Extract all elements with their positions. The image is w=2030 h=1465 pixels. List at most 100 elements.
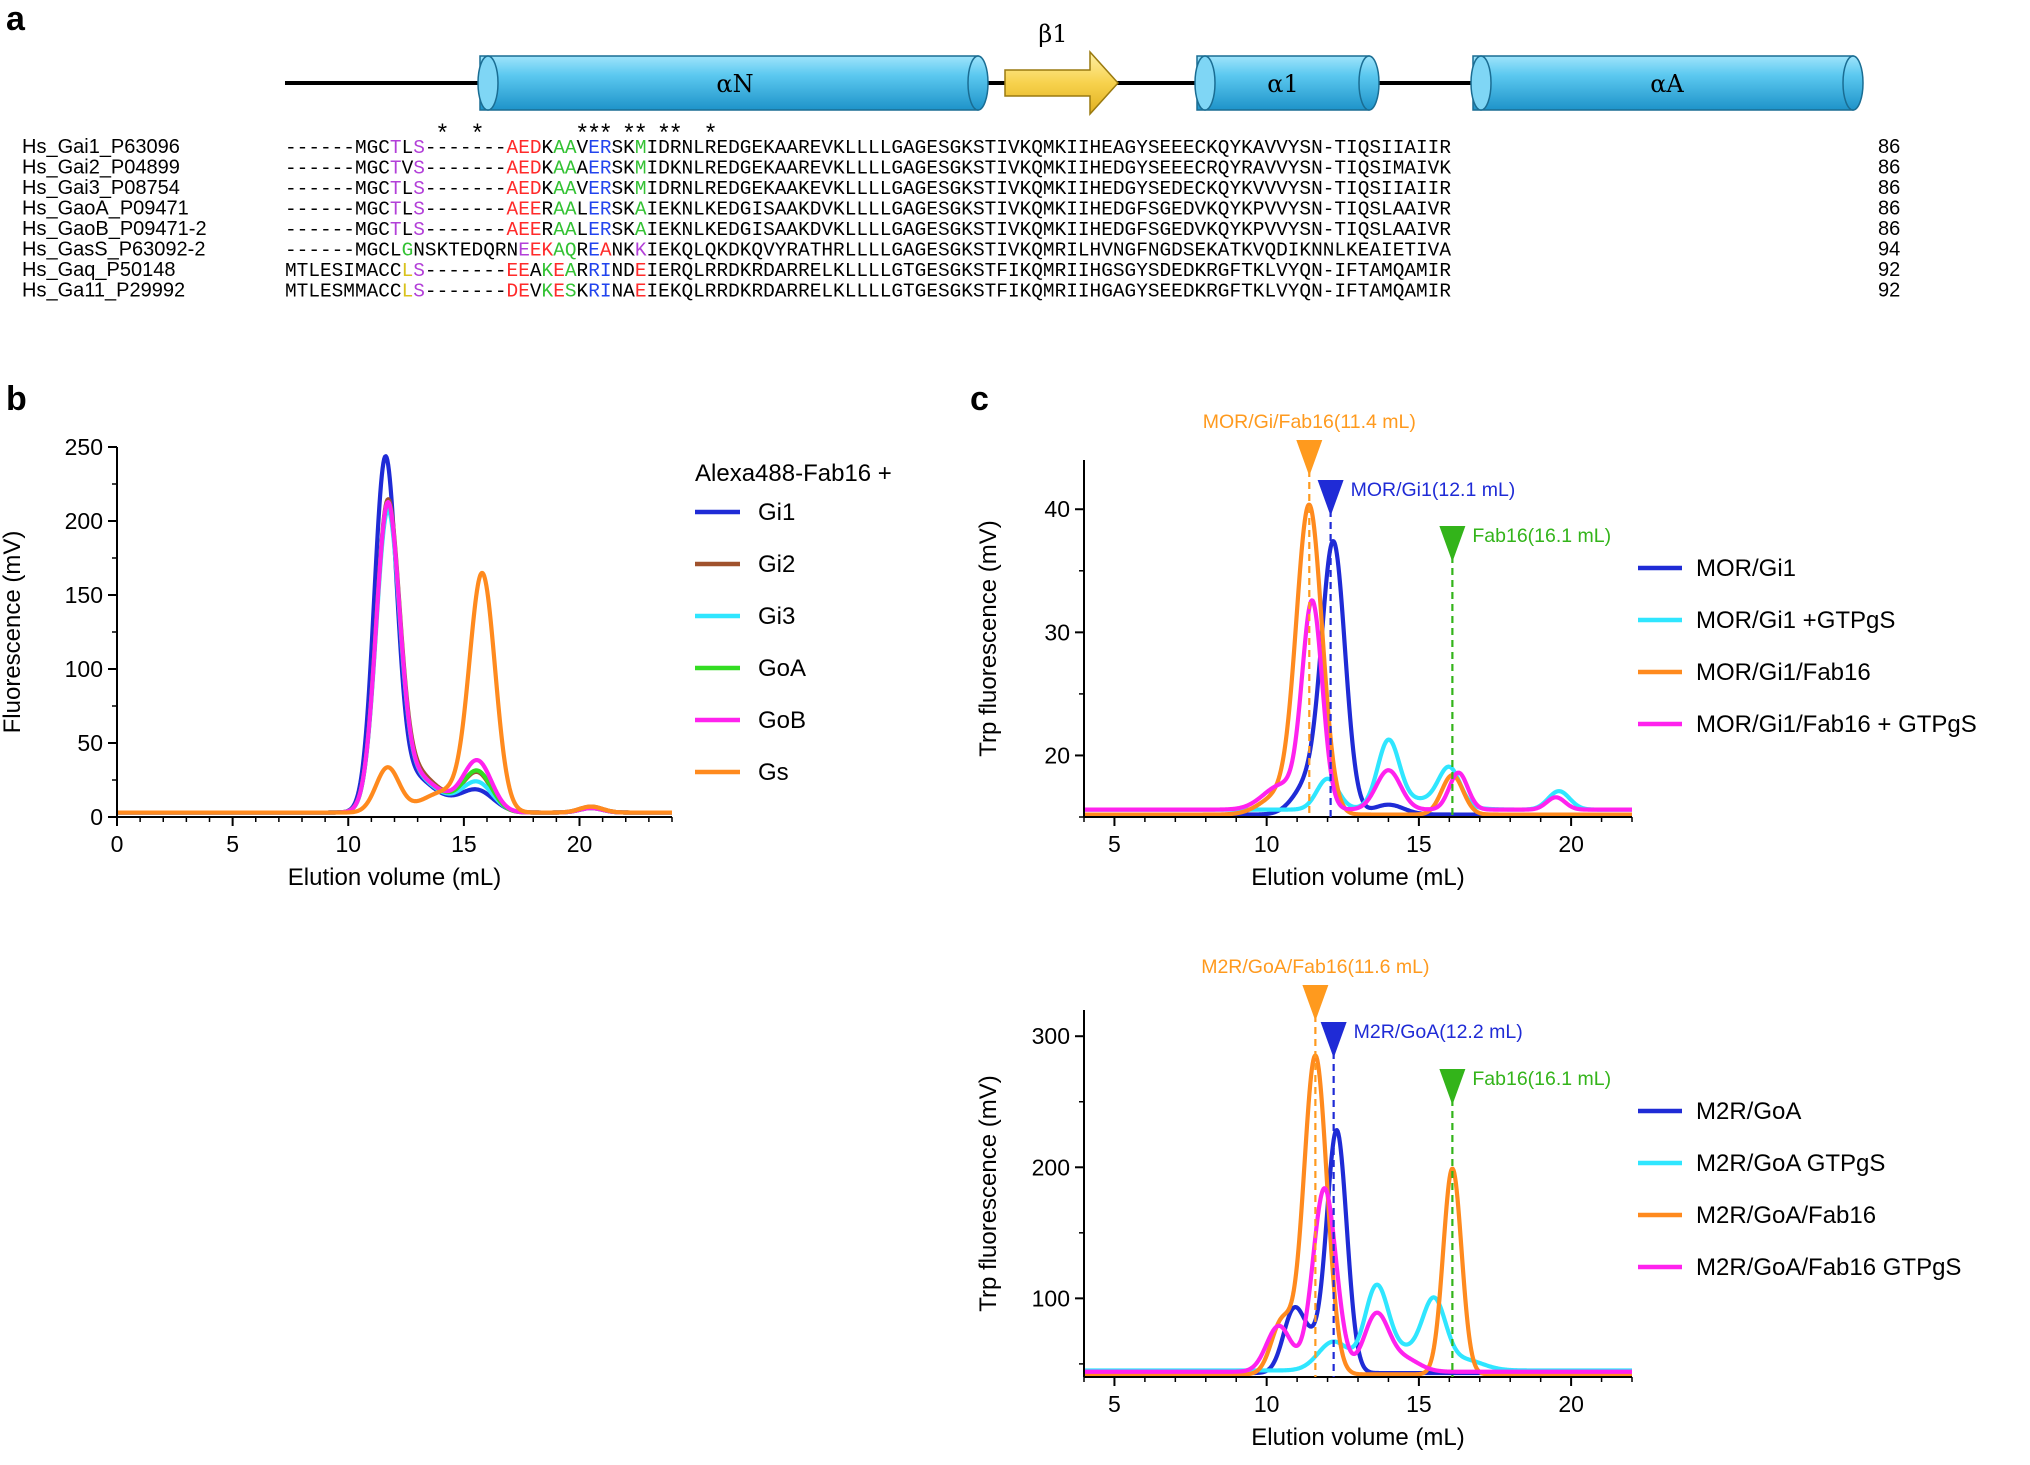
helix-label-alphaN: αN: [716, 70, 753, 98]
marker-triangle: [1296, 440, 1323, 476]
x-tick-label: 5: [226, 831, 239, 857]
series-line-gob: [115, 499, 674, 815]
series-line-gs: [115, 570, 674, 815]
legend-label: Gi1: [758, 499, 795, 526]
x-tick-label: 5: [1108, 831, 1121, 857]
marker-triangle: [1320, 1022, 1347, 1058]
x-tick-label: 15: [1406, 831, 1432, 857]
secondary-structure: αN β1 α1 αA: [285, 20, 1864, 116]
conserved-star: *: [473, 119, 482, 146]
y-tick-label: 150: [65, 582, 103, 608]
sequence-row: MTLESIMACCLS-------EEAKEARRINDEIERQLRRDK…: [285, 260, 1451, 282]
helix-alphaA: αA: [1470, 55, 1864, 111]
panel-label-c: c: [970, 380, 989, 418]
x-axis-title: Elution volume (mL): [1251, 1424, 1464, 1451]
legend-label: M2R/GoA/Fab16 GTPgS: [1696, 1254, 1961, 1281]
marker-label: MOR/Gi1(12.1 mL): [1351, 479, 1516, 501]
sequence-row: ------MGCLGNSKTEDQRNEEKAQREANKKIEKQLQKDK…: [285, 240, 1451, 262]
sequence-length: 92: [1878, 259, 1900, 281]
sequence-name: Hs_GaoA_P09471: [22, 198, 189, 220]
marker-label: Fab16(16.1 mL): [1472, 525, 1611, 547]
legend-label: MOR/Gi1: [1696, 555, 1796, 582]
sequence-row: ------MGCTLS-------AEERAALERSKAIEKNLKEDG…: [285, 199, 1451, 221]
x-tick-label: 0: [111, 831, 124, 857]
sequence-row: MTLESMMACCLS-------DEVKESKRINAEIEKQLRRDK…: [285, 281, 1451, 303]
series-line-mor-gi1: [1082, 539, 1634, 817]
sequence-name: Hs_Gai1_P63096: [22, 136, 180, 158]
sequence-length: 86: [1878, 136, 1900, 158]
sequence-row: ------MGCTLS-------AEDKAAVERSKMIDRNLREDG…: [285, 137, 1451, 159]
x-axis-title: Elution volume (mL): [1251, 864, 1464, 891]
chart-c-bottom: 5 10 15 20 100 200 300 Elution volume (mL) Trp f…: [975, 956, 1961, 1451]
x-tick-label: 10: [335, 831, 361, 857]
marker-triangle: [1317, 480, 1344, 516]
marker-triangle: [1439, 1069, 1466, 1105]
strand-label-beta1: β1: [1038, 20, 1067, 48]
helix-alpha1: α1: [1194, 55, 1380, 111]
legend-label: GoB: [758, 707, 806, 734]
conserved-star: *: [438, 119, 447, 146]
x-tick-label: 20: [567, 831, 593, 857]
sequence-length: 86: [1878, 177, 1900, 199]
y-axis-title: Trp fluorescence (mV): [975, 520, 1002, 757]
conserved-star: *: [706, 119, 715, 146]
x-tick-label: 15: [1406, 1391, 1432, 1417]
series-line-m2r-goa-fab16-gtpgs: [1082, 1186, 1634, 1374]
series-group: [1082, 502, 1634, 817]
sequence-length: 86: [1878, 157, 1900, 179]
sequence-length: 94: [1878, 239, 1900, 261]
legend-label: M2R/GoA/Fab16: [1696, 1202, 1876, 1229]
legend-label: M2R/GoA GTPgS: [1696, 1150, 1885, 1177]
y-tick-label: 30: [1044, 619, 1070, 645]
marker-label: MOR/Gi/Fab16(11.4 mL): [1203, 411, 1416, 433]
legend-label: MOR/Gi1/Fab16: [1696, 659, 1871, 686]
marker-triangle: [1302, 985, 1329, 1021]
y-tick-label: 200: [1032, 1154, 1070, 1180]
marker-label: Fab16(16.1 mL): [1472, 1068, 1611, 1090]
legend-label: MOR/Gi1/Fab16 + GTPgS: [1696, 711, 1977, 738]
helix-label-alpha1: α1: [1267, 70, 1298, 98]
y-tick-label: 20: [1044, 742, 1070, 768]
x-tick-label: 20: [1558, 831, 1584, 857]
legend-label: Gi3: [758, 603, 795, 630]
conserved-star: *: [659, 119, 668, 146]
series-line-gi1: [115, 454, 674, 815]
series-line-m2r-goa-gtpgs: [1082, 1282, 1634, 1373]
legend-label: MOR/Gi1 +GTPgS: [1696, 607, 1895, 634]
y-tick-label: 0: [90, 804, 103, 830]
x-tick-label: 15: [451, 831, 477, 857]
conserved-star: *: [671, 119, 680, 146]
y-tick-label: 40: [1044, 496, 1070, 522]
series-group: [115, 454, 674, 815]
series-group: [1082, 1053, 1634, 1377]
sequence-row: ------MGCTLS-------AEDKAAVERSKMIDRNLREDG…: [285, 178, 1451, 200]
conserved-star: *: [601, 119, 610, 146]
legend: MOR/Gi1 MOR/Gi1 +GTPgS MOR/Gi1/Fab16 MOR/Gi…: [1638, 555, 1977, 738]
y-axis-title: Trp fluorescence (mV): [975, 1075, 1002, 1312]
x-axis-title: Elution volume (mL): [288, 864, 501, 891]
strand-beta1: β1: [1004, 20, 1120, 116]
series-line-m2r-goa-fab16: [1082, 1053, 1634, 1377]
sequence-alignment: * * * * * * * * * *Hs_Gai1_P63096 ------MGCTLS----…: [22, 119, 1900, 303]
sequence-length: 92: [1878, 280, 1900, 302]
sequence-length: 86: [1878, 198, 1900, 220]
helix-label-alphaA: αA: [1650, 70, 1684, 98]
legend-label: Gs: [758, 759, 789, 786]
y-tick-label: 200: [65, 508, 103, 534]
sequence-row: ------MGCTLS-------AEERAALERSKAIEKNLKEDG…: [285, 219, 1451, 241]
y-tick-label: 300: [1032, 1023, 1070, 1049]
legend-label: GoA: [758, 655, 806, 682]
series-line-mor-gi1-fab16: [1082, 502, 1634, 817]
series-line-mor-gi1-fab16-gtpgs: [1082, 598, 1634, 812]
panel-label-b: b: [6, 380, 27, 418]
y-tick-label: 100: [65, 656, 103, 682]
conserved-star: *: [624, 119, 633, 146]
y-tick-label: 250: [65, 434, 103, 460]
marker-triangle: [1439, 526, 1466, 562]
legend-label: M2R/GoA: [1696, 1098, 1801, 1125]
helix-alphaN: αN: [477, 55, 989, 111]
marker-label: M2R/GoA/Fab16(11.6 mL): [1201, 956, 1429, 978]
legend: Alexa488-Fab16 + Gi1 Gi2 Gi3 GoA GoB Gs: [695, 460, 892, 786]
